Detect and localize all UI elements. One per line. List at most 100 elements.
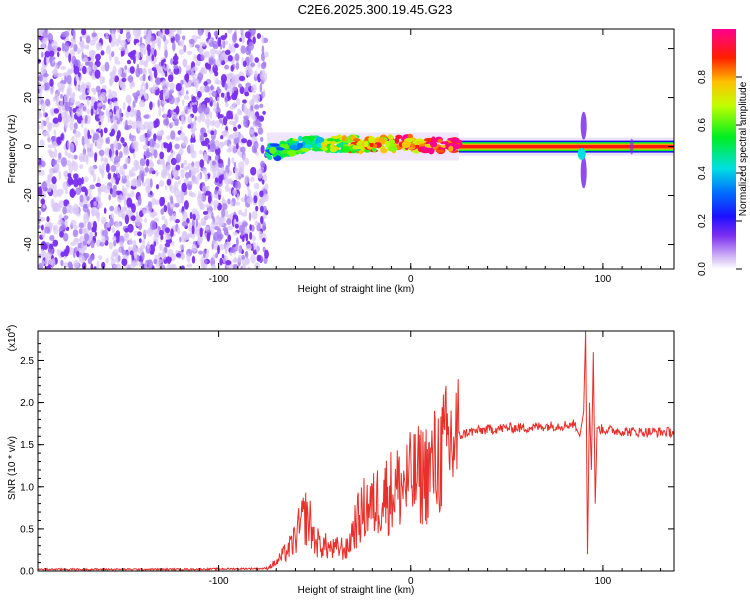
noise-blob <box>41 40 46 51</box>
noise-blob <box>218 187 222 196</box>
noise-blob <box>82 65 87 75</box>
noise-blob <box>79 194 84 203</box>
noise-blob <box>209 143 216 153</box>
noise-blob <box>249 231 253 240</box>
noise-blob <box>48 150 54 157</box>
noise-blob <box>228 187 232 195</box>
noise-blob <box>38 76 42 81</box>
noise-blob <box>160 141 164 150</box>
noise-blob <box>214 71 219 77</box>
noise-blob <box>197 173 201 181</box>
noise-blob <box>191 243 198 253</box>
noise-blob <box>61 157 67 167</box>
noise-blob <box>121 72 127 79</box>
noise-blob <box>179 244 185 251</box>
noise-blob <box>116 119 120 125</box>
noise-blob <box>197 115 202 123</box>
noise-blob <box>136 120 141 125</box>
noise-blob <box>170 110 174 115</box>
noise-blob <box>220 74 227 83</box>
snr-marks <box>38 331 674 571</box>
colorbar-label: Normalized spectral amplitude <box>738 81 749 216</box>
noise-blob <box>167 263 171 269</box>
noise-blob <box>149 178 153 189</box>
noise-blob <box>155 78 161 86</box>
noise-blob <box>38 186 42 196</box>
noise-blob <box>186 263 193 268</box>
noise-blob <box>111 128 115 136</box>
noise-blob <box>42 109 46 118</box>
noise-blob <box>76 108 82 117</box>
noise-blob <box>124 157 131 165</box>
noise-blob <box>98 95 104 102</box>
noise-blob <box>169 263 175 269</box>
noise-blob <box>93 133 99 141</box>
noise-blob <box>109 218 114 227</box>
noise-blob <box>201 114 206 123</box>
noise-blob <box>86 196 90 201</box>
noise-blob <box>43 243 48 250</box>
noise-blob <box>151 67 157 72</box>
noise-blob <box>90 108 94 116</box>
noise-blob <box>241 236 245 242</box>
noise-blob <box>92 65 98 71</box>
noise-blob <box>131 121 138 130</box>
noise-blob <box>170 195 174 205</box>
noise-blob <box>207 194 212 204</box>
noise-blob <box>64 189 68 194</box>
noise-blob <box>105 32 108 39</box>
noise-blob <box>192 120 197 129</box>
noise-blob <box>115 109 121 118</box>
noise-blob <box>234 43 239 49</box>
noise-blob <box>239 29 245 33</box>
noise-blob <box>101 261 106 269</box>
noise-blob <box>250 105 254 112</box>
noise-blob <box>236 237 239 246</box>
noise-blob <box>89 254 95 261</box>
noise-blob <box>211 119 216 127</box>
noise-blob <box>242 263 247 269</box>
noise-blob <box>100 50 105 56</box>
noise-blob <box>155 169 159 177</box>
noise-blob <box>261 35 265 44</box>
colorbar-gradient <box>712 29 736 269</box>
noise-blob <box>218 175 223 185</box>
noise-blob <box>169 217 173 222</box>
signal-blob <box>321 147 328 152</box>
noise-blob <box>40 65 47 76</box>
noise-blob <box>201 221 205 226</box>
noise-blob <box>188 38 195 45</box>
noise-blob <box>224 64 230 70</box>
noise-blob <box>195 218 199 228</box>
chart-title: C2E6.2025.300.19.45.G23 <box>298 2 453 17</box>
noise-blob <box>61 188 64 195</box>
noise-blob <box>118 241 124 246</box>
noise-blob <box>238 75 246 81</box>
signal-blob <box>353 138 361 142</box>
noise-blob <box>263 51 269 58</box>
signal-blob <box>415 144 420 148</box>
noise-blob <box>78 152 85 163</box>
noise-blob <box>68 204 74 215</box>
noise-blob <box>211 90 217 98</box>
y-tick-label: 20 <box>23 92 34 104</box>
noise-blob <box>116 134 120 142</box>
noise-blob <box>203 218 207 226</box>
noise-blob <box>85 115 88 122</box>
noise-blob <box>228 43 232 52</box>
noise-blob <box>262 110 266 115</box>
noise-blob <box>39 139 45 148</box>
noise-blob <box>170 58 174 65</box>
noise-blob <box>260 215 264 225</box>
signal-blob <box>401 141 411 149</box>
noise-blob <box>259 190 265 198</box>
noise-blob <box>43 73 49 78</box>
noise-blob <box>193 78 200 89</box>
noise-blob <box>149 190 153 196</box>
noise-blob <box>118 46 125 52</box>
noise-blob <box>235 170 239 180</box>
noise-blob <box>224 171 229 180</box>
noise-blob <box>226 110 233 120</box>
noise-blob <box>261 69 266 76</box>
noise-blob <box>128 169 134 178</box>
